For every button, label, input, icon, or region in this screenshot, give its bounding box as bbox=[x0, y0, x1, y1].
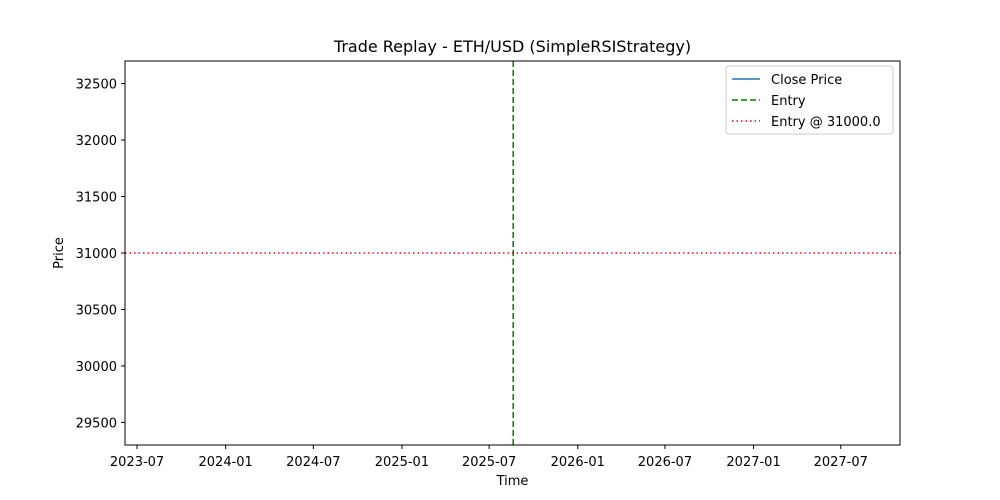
legend-label-close-price: Close Price bbox=[771, 73, 842, 88]
y-tick-label: 31500 bbox=[76, 191, 117, 206]
y-tick-label: 30000 bbox=[76, 360, 117, 375]
x-tick-label: 2026-01 bbox=[551, 455, 605, 470]
x-tick-label: 2024-07 bbox=[286, 455, 340, 470]
x-tick-label: 2027-01 bbox=[726, 455, 780, 470]
y-tick-label: 32500 bbox=[76, 78, 117, 93]
legend-label-entry-price: Entry @ 31000.0 bbox=[771, 115, 881, 130]
legend: Close Price Entry Entry @ 31000.0 bbox=[725, 65, 894, 135]
y-tick-label: 31000 bbox=[76, 247, 117, 262]
x-axis-ticks: 2023-07 2024-01 2024-07 2025-01 2025-07 2026-… bbox=[110, 445, 868, 470]
x-tick-label: 2024-01 bbox=[199, 455, 253, 470]
y-tick-label: 32000 bbox=[76, 134, 117, 149]
x-tick-label: 2026-07 bbox=[638, 455, 692, 470]
x-tick-label: 2025-01 bbox=[375, 455, 429, 470]
x-axis-label: Time bbox=[496, 474, 529, 489]
x-tick-label: 2023-07 bbox=[110, 455, 164, 470]
lines-layer bbox=[125, 61, 900, 445]
y-axis-ticks: 29500 30000 30500 31000 31500 32000 32500 bbox=[76, 78, 125, 431]
y-tick-label: 29500 bbox=[76, 416, 117, 431]
legend-box bbox=[725, 65, 894, 135]
chart-title: Trade Replay - ETH/USD (SimpleRSIStrateg… bbox=[333, 37, 691, 56]
x-tick-label: 2027-07 bbox=[814, 455, 868, 470]
y-axis-label: Price bbox=[52, 237, 67, 269]
y-tick-label: 30500 bbox=[76, 303, 117, 318]
x-tick-label: 2025-07 bbox=[462, 455, 516, 470]
legend-label-entry: Entry bbox=[771, 94, 806, 109]
